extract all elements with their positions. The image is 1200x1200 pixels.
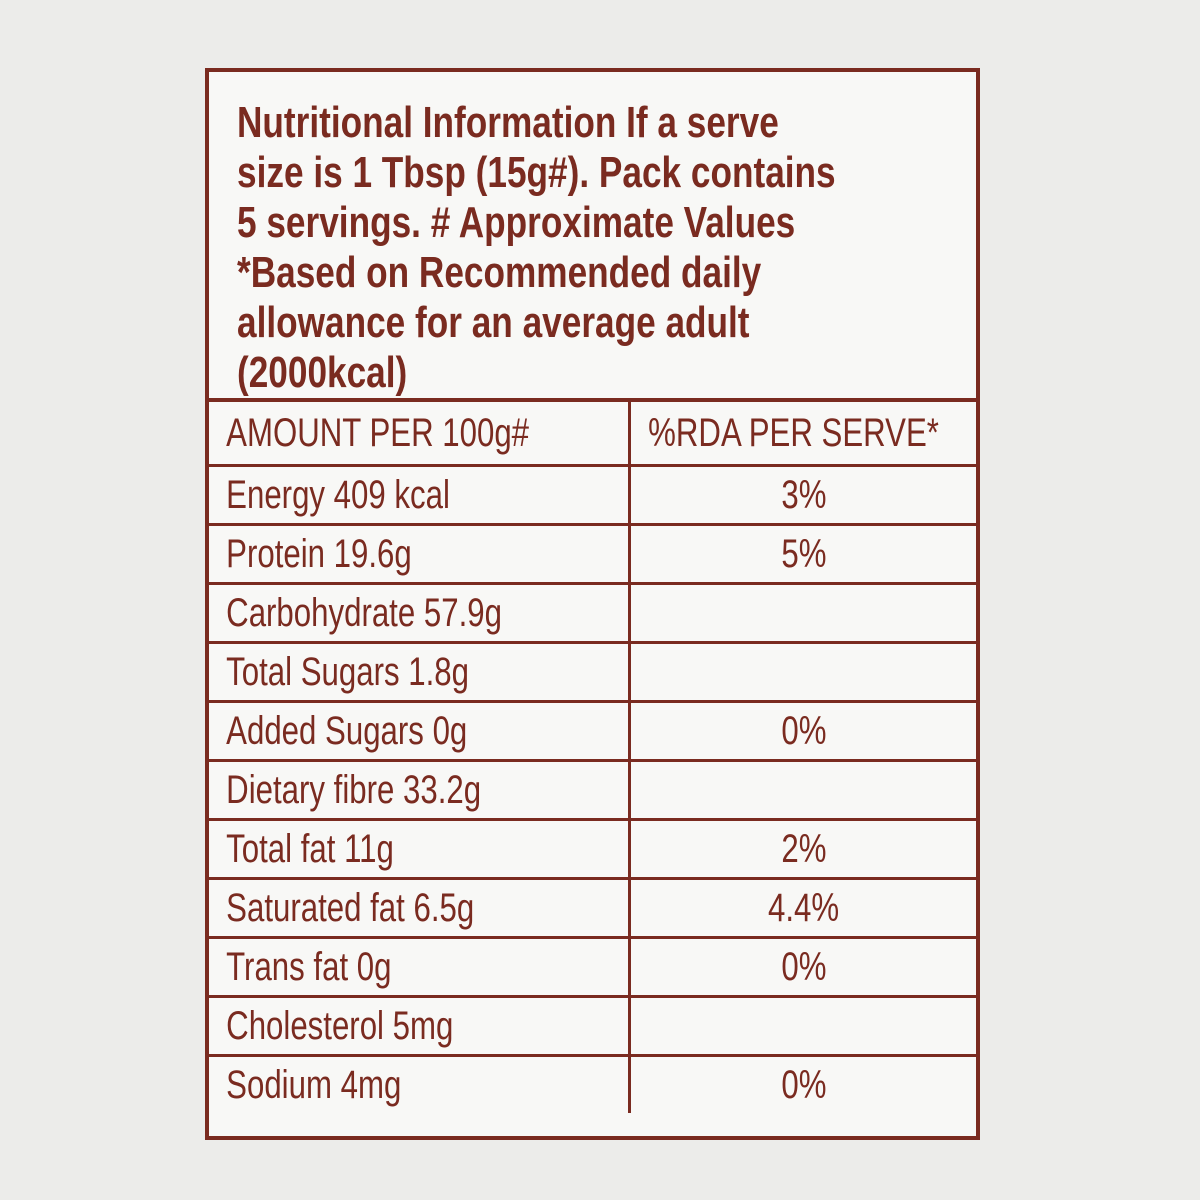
- table-row: Trans fat 0g 0%: [209, 936, 976, 998]
- table-cell: 3%: [628, 465, 976, 526]
- table-cell: Dietary fibre 33.2g: [209, 759, 631, 821]
- cell-text: Added Sugars 0g: [226, 708, 468, 753]
- column-header: %RDA PER SERVE*: [628, 402, 976, 467]
- table-row: Energy 409 kcal 3%: [209, 465, 976, 526]
- table-cell: [628, 582, 976, 644]
- header-line: *Based on Recommended daily: [237, 248, 762, 297]
- cell-text: Energy 409 kcal: [226, 472, 450, 517]
- cell-text: 2%: [780, 826, 827, 871]
- table-row: Carbohydrate 57.9g: [209, 582, 976, 644]
- cell-text: Dietary fibre 33.2g: [226, 767, 482, 812]
- table-cell: [628, 759, 976, 821]
- table-row: Protein 19.6g 5%: [209, 523, 976, 585]
- cell-text: 0%: [780, 944, 827, 989]
- cell-text: %RDA PER SERVE*: [648, 410, 939, 455]
- table-cell: 0%: [628, 936, 976, 998]
- table-cell: Added Sugars 0g: [209, 700, 631, 762]
- cell-text: 4.4%: [767, 885, 840, 930]
- cell-text: Cholesterol 5mg: [226, 1003, 454, 1048]
- table-cell: Carbohydrate 57.9g: [209, 582, 631, 644]
- cell-text: Carbohydrate 57.9g: [226, 590, 502, 635]
- table-cell: [628, 995, 976, 1057]
- header-line: 5 servings. # Approximate Values: [237, 198, 796, 247]
- cell-text: Trans fat 0g: [226, 944, 392, 989]
- table-cell: Total fat 11g: [209, 818, 631, 880]
- header-row: AMOUNT PER 100g# %RDA PER SERVE*: [209, 402, 976, 467]
- header-line: Nutritional Information If a serve: [237, 98, 779, 147]
- table-row: Cholesterol 5mg: [209, 995, 976, 1057]
- cell-text: 0%: [780, 708, 827, 753]
- table-row: Saturated fat 6.5g 4.4%: [209, 877, 976, 939]
- table-row: Added Sugars 0g 0%: [209, 700, 976, 762]
- table-cell: Protein 19.6g: [209, 523, 631, 585]
- table-row: Total Sugars 1.8g: [209, 641, 976, 703]
- cell-text: Total fat 11g: [226, 826, 394, 871]
- table-row: Dietary fibre 33.2g: [209, 759, 976, 821]
- table-cell: 0%: [628, 1054, 976, 1113]
- table-cell: 2%: [628, 818, 976, 880]
- table-cell: [628, 641, 976, 703]
- table-cell: Sodium 4mg: [209, 1054, 631, 1113]
- cell-text: 0%: [780, 1062, 827, 1107]
- cell-text: Protein 19.6g: [226, 531, 412, 576]
- table-cell: Saturated fat 6.5g: [209, 877, 631, 939]
- table-cell: Total Sugars 1.8g: [209, 641, 631, 703]
- table-cell: Cholesterol 5mg: [209, 995, 631, 1057]
- cell-text: 5%: [780, 531, 827, 576]
- cell-text: Sodium 4mg: [226, 1062, 402, 1107]
- nutrition-label: Nutritional Information If a serve size i…: [205, 68, 980, 1140]
- label-header: Nutritional Information If a serve size i…: [209, 72, 976, 402]
- table-cell: Energy 409 kcal: [209, 465, 631, 526]
- table-cell: Trans fat 0g: [209, 936, 631, 998]
- table-row: Sodium 4mg 0%: [209, 1054, 976, 1113]
- table-cell: 4.4%: [628, 877, 976, 939]
- cell-text: AMOUNT PER 100g#: [226, 410, 530, 455]
- header-line: allowance for an average adult: [237, 298, 750, 347]
- header-line: (2000kcal): [237, 348, 408, 397]
- cell-text: Total Sugars 1.8g: [226, 649, 469, 694]
- table-cell: 0%: [628, 700, 976, 762]
- header-line: size is 1 Tbsp (15g#). Pack contains: [237, 148, 836, 197]
- table-cell: 5%: [628, 523, 976, 585]
- cell-text: 3%: [780, 472, 827, 517]
- cell-text: Saturated fat 6.5g: [226, 885, 475, 930]
- nutrition-table: AMOUNT PER 100g# %RDA PER SERVE* Energy 40…: [209, 402, 976, 1113]
- column-header: AMOUNT PER 100g#: [209, 402, 631, 467]
- table-row: Total fat 11g 2%: [209, 818, 976, 880]
